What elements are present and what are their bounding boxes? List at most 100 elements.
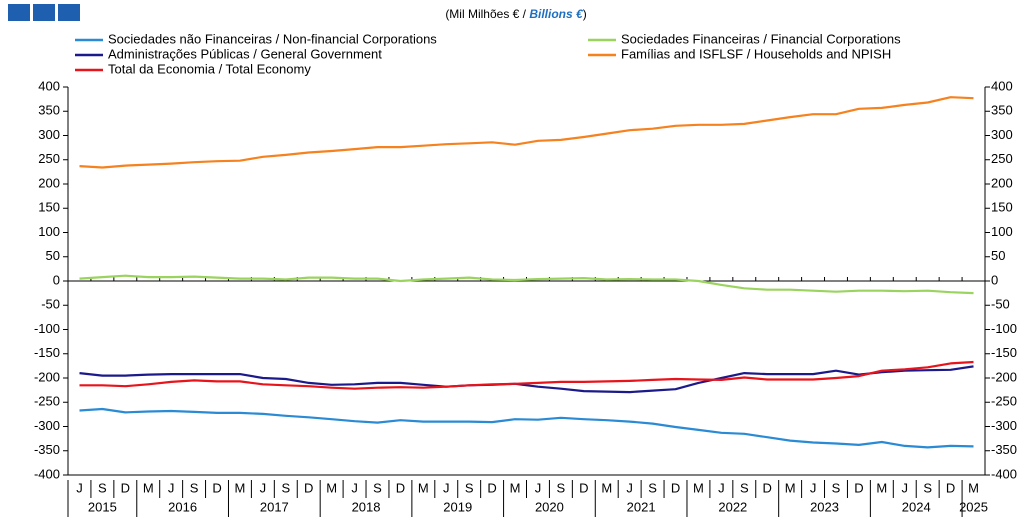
y2-tick-label: -200 <box>991 369 1017 384</box>
x-tick-label: M <box>510 480 521 495</box>
legend-label: Famílias and ISFLSF / Households and NPI… <box>621 46 891 61</box>
y2-tick-label: -250 <box>991 394 1017 409</box>
x-tick-label: D <box>121 480 130 495</box>
year-label: 2018 <box>352 499 381 514</box>
y-tick-label: 150 <box>38 200 60 215</box>
y-tick-label: -100 <box>34 321 60 336</box>
x-tick-label: J <box>168 480 175 495</box>
x-tick-label: D <box>396 480 405 495</box>
logo-block <box>58 4 80 21</box>
y-tick-label: -250 <box>34 394 60 409</box>
x-tick-label: M <box>143 480 154 495</box>
x-tick-label: S <box>923 480 932 495</box>
x-tick-label: D <box>212 480 221 495</box>
series-line <box>79 96 974 169</box>
y-tick-label: 0 <box>53 272 60 287</box>
y-tick-label: 300 <box>38 127 60 142</box>
y-tick-label: 200 <box>38 175 60 190</box>
subtitle-part: ) <box>583 7 587 21</box>
y2-tick-label: 100 <box>991 224 1013 239</box>
series-line <box>79 365 974 394</box>
x-tick-label: J <box>718 480 725 495</box>
x-tick-label: J <box>260 480 267 495</box>
x-tick-label: J <box>443 480 450 495</box>
legend-label: Administrações Públicas / General Govern… <box>108 46 382 61</box>
y2-tick-label: 350 <box>991 103 1013 118</box>
logo-block <box>8 4 30 21</box>
legend-label: Sociedades Financeiras / Financial Corpo… <box>621 31 901 46</box>
x-tick-label: S <box>98 480 107 495</box>
x-tick-label: M <box>785 480 796 495</box>
year-label: 2019 <box>443 499 472 514</box>
y-tick-label: 350 <box>38 103 60 118</box>
year-label: 2024 <box>902 499 931 514</box>
x-tick-label: D <box>763 480 772 495</box>
y2-tick-label: 250 <box>991 151 1013 166</box>
series-line <box>79 360 974 390</box>
y2-tick-label: -50 <box>991 297 1010 312</box>
y-tick-label: 100 <box>38 224 60 239</box>
legend-label: Sociedades não Financeiras / Non-financi… <box>108 31 437 46</box>
x-tick-label: J <box>626 480 633 495</box>
x-tick-label: M <box>601 480 612 495</box>
x-tick-label: S <box>557 480 566 495</box>
series-line <box>79 274 974 295</box>
x-tick-label: M <box>693 480 704 495</box>
x-tick-label: S <box>281 480 290 495</box>
y-tick-label: 400 <box>38 78 60 93</box>
y2-tick-label: 400 <box>991 78 1013 93</box>
x-tick-label: J <box>351 480 358 495</box>
y2-tick-label: 200 <box>991 175 1013 190</box>
x-tick-label: D <box>304 480 313 495</box>
x-tick-label: S <box>740 480 749 495</box>
y2-tick-label: 150 <box>991 200 1013 215</box>
y-tick-label: 50 <box>46 248 60 263</box>
y2-tick-label: 300 <box>991 127 1013 142</box>
year-label: 2021 <box>627 499 656 514</box>
year-label: 2022 <box>718 499 747 514</box>
x-tick-label: M <box>326 480 337 495</box>
x-tick-label: J <box>76 480 83 495</box>
x-tick-label: M <box>418 480 429 495</box>
y-tick-label: -350 <box>34 442 60 457</box>
y-tick-label: -300 <box>34 418 60 433</box>
x-tick-label: M <box>876 480 887 495</box>
year-label: 2020 <box>535 499 564 514</box>
y2-tick-label: -100 <box>991 321 1017 336</box>
x-tick-label: J <box>902 480 909 495</box>
x-tick-label: M <box>968 480 979 495</box>
x-tick-label: D <box>671 480 680 495</box>
logo-block <box>33 4 55 21</box>
subtitle-part: (Mil Milhões € / <box>445 7 529 21</box>
x-tick-label: D <box>946 480 955 495</box>
x-tick-label: S <box>190 480 199 495</box>
x-tick-label: S <box>832 480 841 495</box>
x-tick-label: S <box>373 480 382 495</box>
y2-tick-label: 0 <box>991 272 998 287</box>
y2-tick-label: -300 <box>991 418 1017 433</box>
y-tick-label: -200 <box>34 369 60 384</box>
y-tick-label: -50 <box>41 297 60 312</box>
series-line <box>79 407 974 449</box>
y2-tick-label: -350 <box>991 442 1017 457</box>
x-tick-label: D <box>854 480 863 495</box>
chart-subtitle: (Mil Milhões € / Billions €) <box>445 7 586 21</box>
y2-tick-label: -150 <box>991 345 1017 360</box>
y2-tick-label: 50 <box>991 248 1005 263</box>
y-tick-label: -400 <box>34 466 60 481</box>
y-tick-label: 250 <box>38 151 60 166</box>
year-label: 2017 <box>260 499 289 514</box>
x-tick-label: D <box>487 480 496 495</box>
x-tick-label: S <box>648 480 657 495</box>
x-tick-label: M <box>235 480 246 495</box>
year-label: 2015 <box>88 499 117 514</box>
x-tick-label: D <box>579 480 588 495</box>
subtitle-part: Billions € <box>529 7 584 21</box>
year-label: 2023 <box>810 499 839 514</box>
x-tick-label: J <box>535 480 542 495</box>
legend-label: Total da Economia / Total Economy <box>108 61 311 76</box>
x-tick-label: J <box>810 480 817 495</box>
x-tick-label: S <box>465 480 474 495</box>
y2-tick-label: -400 <box>991 466 1017 481</box>
